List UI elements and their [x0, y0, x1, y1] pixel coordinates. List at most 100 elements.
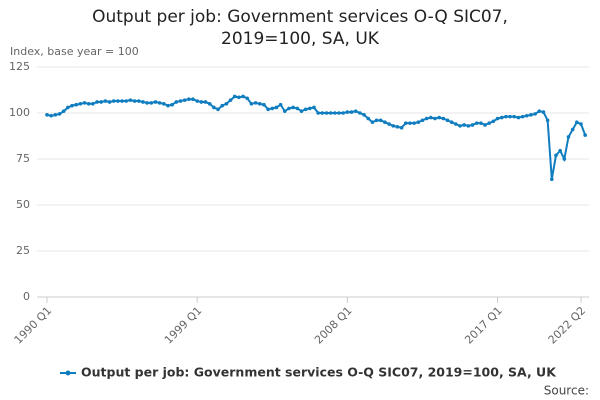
data-point — [399, 125, 404, 130]
data-point — [403, 121, 408, 125]
data-point — [95, 100, 99, 104]
data-point — [66, 105, 70, 110]
x-tick-label: 2017 Q1 — [462, 304, 505, 347]
data-point — [429, 115, 433, 120]
data-point — [308, 106, 312, 111]
data-point — [470, 123, 475, 127]
data-point — [524, 113, 529, 118]
y-tick-label: 0 — [23, 290, 30, 303]
data-point — [49, 113, 53, 118]
data-point — [212, 105, 216, 110]
data-point — [278, 102, 283, 107]
data-point — [128, 98, 133, 102]
chart-title: Output per job: Government services O-Q … — [92, 7, 508, 49]
data-point — [579, 122, 583, 126]
legend-marker — [65, 370, 71, 376]
data-point — [562, 157, 567, 161]
y-tick-label: 25 — [16, 244, 30, 257]
data-point — [349, 110, 354, 114]
data-point — [328, 111, 333, 115]
data-point — [341, 111, 346, 115]
data-point — [57, 112, 62, 116]
data-point — [520, 114, 525, 119]
data-point — [545, 118, 550, 123]
data-point — [111, 99, 116, 103]
data-point — [232, 94, 237, 99]
data-point — [437, 115, 441, 120]
data-point — [445, 118, 450, 123]
data-point — [575, 120, 579, 124]
data-point — [74, 102, 79, 107]
data-point — [120, 99, 124, 103]
data-point — [274, 105, 279, 110]
source: Source: — [544, 384, 589, 398]
data-point — [107, 100, 112, 104]
y-tick-label: 50 — [16, 198, 30, 211]
data-point — [257, 102, 262, 106]
data-point — [141, 100, 145, 104]
data-point — [287, 106, 291, 111]
data-point — [132, 99, 137, 103]
data-point — [549, 177, 554, 182]
data-point — [458, 124, 462, 128]
data-point — [178, 99, 183, 103]
data-point — [136, 99, 141, 103]
data-point — [570, 127, 575, 132]
data-point — [378, 118, 383, 123]
data-point — [162, 102, 166, 106]
data-point — [474, 121, 479, 125]
data-point — [174, 100, 179, 104]
data-point — [537, 109, 542, 113]
data-point — [554, 153, 558, 158]
data-point — [337, 111, 341, 115]
x-tick-label: 2008 Q1 — [312, 304, 355, 347]
data-point — [387, 122, 391, 126]
data-point — [203, 100, 208, 104]
data-point — [558, 148, 562, 153]
data-point — [541, 110, 546, 114]
data-point — [270, 106, 275, 111]
data-point — [82, 101, 87, 105]
data-point — [61, 109, 66, 113]
data-point — [566, 135, 571, 139]
data-point — [312, 105, 316, 110]
data-point — [466, 124, 471, 128]
data-point — [533, 112, 537, 116]
data-point — [383, 120, 387, 124]
data-point — [153, 100, 158, 104]
data-point — [362, 113, 366, 117]
data-point — [166, 103, 170, 108]
data-point — [320, 111, 325, 115]
data-point — [420, 118, 425, 123]
data-point — [583, 133, 587, 137]
data-point — [216, 107, 220, 112]
data-point — [483, 123, 487, 127]
data-point — [149, 101, 154, 105]
data-point — [529, 113, 533, 117]
data-point — [266, 107, 270, 112]
data-point — [199, 100, 204, 104]
data-point — [86, 102, 91, 106]
data-point — [316, 111, 320, 115]
data-point — [454, 122, 458, 126]
data-point — [479, 121, 483, 125]
data-point — [353, 109, 358, 113]
legend-label: Output per job: Government services O-Q … — [81, 365, 557, 380]
data-point — [412, 121, 416, 125]
data-point — [45, 113, 49, 117]
data-point — [366, 116, 371, 121]
data-point — [124, 99, 129, 103]
data-point — [253, 101, 258, 105]
data-point — [53, 113, 58, 117]
data-point — [333, 111, 337, 115]
data-point — [324, 111, 329, 115]
data-point — [462, 123, 466, 127]
data-point — [195, 99, 199, 103]
data-point — [157, 101, 162, 105]
data-point — [408, 121, 412, 125]
data-point — [424, 116, 429, 121]
data-point — [504, 114, 508, 119]
data-point — [441, 116, 446, 121]
data-point — [241, 94, 245, 99]
